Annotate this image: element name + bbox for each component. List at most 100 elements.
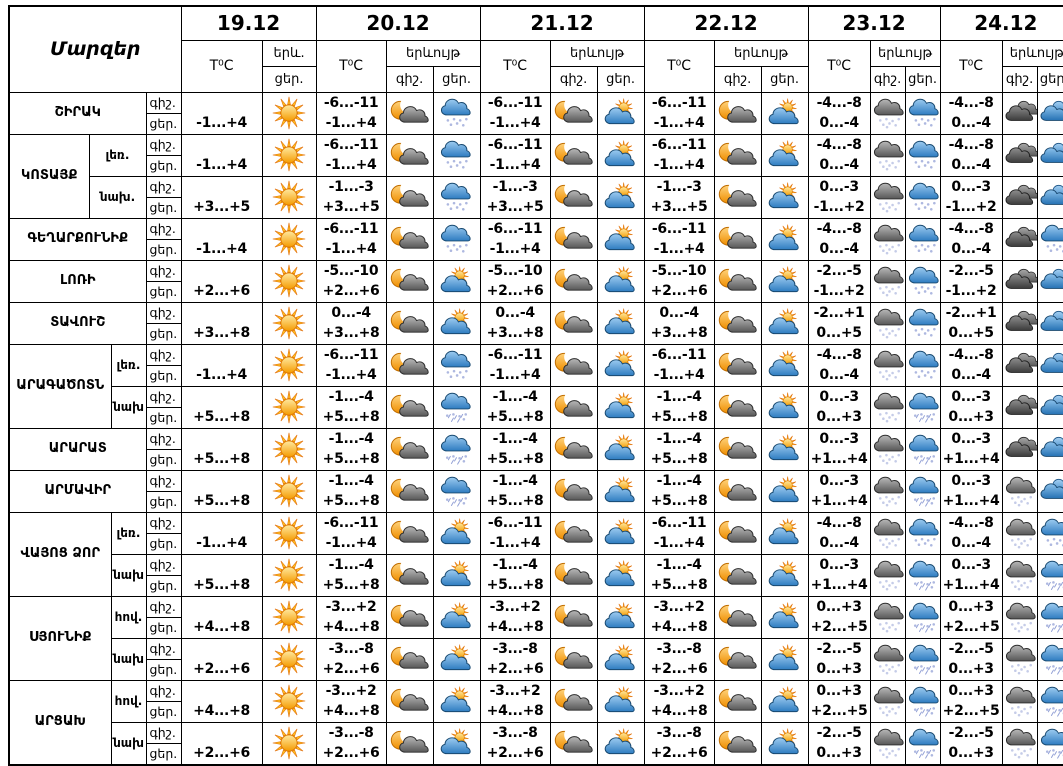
temp-cell-24.12: 0...-3 0...+3	[939, 385, 1003, 429]
day-temp: +2...+6	[650, 661, 708, 678]
temp-cell-20.12: -6...-11 -1...+4	[315, 511, 387, 555]
day-temp: +5...+8	[650, 493, 708, 510]
sun-cloud-icon	[760, 385, 809, 429]
day-temp: 0...-4	[819, 535, 859, 552]
temp-cell-21.12: -5...-10 +2...+6	[479, 259, 551, 303]
sun-cloud-icon	[596, 469, 645, 513]
night-temp: 0...-3	[819, 430, 859, 447]
sun-cloud-icon	[760, 679, 809, 723]
temp-cell-20.12: -3...-8 +2...+6	[315, 637, 387, 681]
dark-cloud-snow-icon	[869, 343, 906, 387]
day-temp: +5...+8	[486, 493, 544, 510]
day-temp: +3...+8	[486, 325, 544, 342]
day-label: ցեր.	[149, 158, 178, 173]
blue-clouds-icon	[1036, 301, 1063, 345]
day-temp: -1...+4	[489, 115, 541, 132]
cloud-sleet-icon	[432, 427, 481, 471]
sun-cloud-icon	[596, 721, 645, 765]
moon-cloud-icon	[713, 343, 762, 387]
blue-clouds-icon	[1036, 91, 1063, 135]
temp-cell-21.12: -1...-4 +5...+8	[479, 553, 551, 597]
dark-cloud-snow-icon	[1001, 469, 1038, 513]
night-temp: -6...-11	[323, 136, 379, 153]
temp-cell-20.12: -6...-11 -1...+4	[315, 133, 387, 177]
night-label: գիշ.	[147, 429, 181, 450]
moon-cloud-icon	[385, 259, 434, 303]
night-label: գիշ.	[147, 303, 181, 324]
blue-clouds-icon	[1036, 385, 1063, 429]
moon-cloud-icon	[713, 385, 762, 429]
temp-cell-19.12: -1...+4	[180, 217, 263, 261]
day-temp: -1...+4	[325, 367, 377, 384]
temp-cell-21.12: -3...+2 +4...+8	[479, 679, 551, 723]
night-label: գիշ.	[147, 135, 181, 156]
region-name: ՏԱՎՈՒՇ	[8, 301, 147, 345]
night-day-labels: գիշ. ցեր.	[145, 385, 182, 429]
moon-cloud-icon	[385, 679, 434, 723]
dark-clouds-icon	[1001, 343, 1038, 387]
day-temp: +4...+8	[650, 619, 708, 636]
temp-cell-19.12: +3...+8	[180, 301, 263, 345]
day-label: ցեր.	[149, 452, 178, 467]
day-temp: +2...+6	[322, 283, 380, 300]
night-temp: -3...+2	[653, 598, 705, 615]
temp-cell-22.12: -5...-10 +2...+6	[643, 259, 715, 303]
temp-cell-19.12: +3...+5	[180, 175, 263, 219]
moon-cloud-icon	[713, 259, 762, 303]
forecast-row: նախ գիշ. ցեր. +2...+6 -3...-8 +2...+6 -3...-8 +…	[9, 721, 1063, 765]
night-temp: -1...-3	[328, 178, 374, 195]
night-column-header: գիշ.	[1001, 65, 1038, 93]
cloud-sleet-icon	[904, 385, 941, 429]
cloud-snow-icon	[904, 301, 941, 345]
day-temp: +4...+8	[322, 703, 380, 720]
night-temp: 0...+3	[948, 598, 994, 615]
moon-cloud-icon	[549, 175, 598, 219]
cloud-sleet-icon	[904, 637, 941, 681]
dark-clouds-icon	[1001, 385, 1038, 429]
sun-cloud-icon	[596, 91, 645, 135]
night-temp: -6...-11	[487, 136, 543, 153]
day-temp: 0...+3	[816, 745, 862, 762]
temp-cell-20.12: -1...-3 +3...+5	[315, 175, 387, 219]
night-temp: -2...-5	[816, 640, 862, 657]
night-temp: 0...-3	[951, 178, 991, 195]
night-temp: -4...-8	[816, 136, 862, 153]
day-temp: -1...+4	[196, 241, 247, 258]
night-temp	[182, 303, 261, 323]
moon-cloud-icon	[385, 427, 434, 471]
temp-cell-20.12: -6...-11 -1...+4	[315, 217, 387, 261]
weather-forecast-page: Մարզեր 19.12 20.12 21.12 22.12 23.12 24.12 T⁰C ե…	[8, 5, 1063, 766]
night-temp: -4...-8	[816, 346, 862, 363]
sun-cloud-icon	[596, 385, 645, 429]
temp-cell-22.12: -6...-11 -1...+4	[643, 511, 715, 555]
region-zone-label: հով.	[110, 679, 147, 723]
sun-cloud-icon	[760, 511, 809, 555]
night-temp: -3...-8	[492, 640, 538, 657]
sun-cloud-icon	[760, 91, 809, 135]
cloud-snow-icon	[432, 91, 481, 135]
night-temp: -1...-4	[492, 388, 538, 405]
temp-cell-19.12: +4...+8	[180, 595, 263, 639]
region-zone-label: լեռ.	[110, 343, 147, 387]
forecast-row: ԱՐՑԱԽ հով. գիշ. ցեր. +4...+8 -3...+2 +4...+8 -3…	[8, 679, 1063, 765]
night-label: գիշ.	[147, 345, 181, 366]
cloud-sleet-icon	[904, 427, 941, 471]
dark-cloud-snow-icon	[869, 133, 906, 177]
sun-cloud-icon	[760, 553, 809, 597]
moon-cloud-icon	[385, 553, 434, 597]
sun-cloud-icon	[760, 133, 809, 177]
day-temp: 0...-4	[819, 115, 859, 132]
temp-cell-20.12: -6...-11 -1...+4	[315, 91, 387, 135]
sun-cloud-icon	[596, 259, 645, 303]
day-temp: -1...+4	[653, 241, 705, 258]
day-temp: 0...+3	[816, 409, 862, 426]
temp-cell-23.12: -4...-8 0...-4	[807, 133, 871, 177]
sun-icon	[261, 637, 317, 681]
day-column-header: ցեր.	[261, 65, 317, 93]
temp-cell-22.12: -3...-8 +2...+6	[643, 721, 715, 765]
date-header-22.12: 22.12	[643, 5, 809, 41]
night-temp: -3...-8	[328, 640, 374, 657]
region-name: ԱՐՄԱՎԻՐ	[8, 469, 147, 513]
moon-cloud-icon	[549, 553, 598, 597]
night-label: գիշ.	[147, 471, 181, 492]
